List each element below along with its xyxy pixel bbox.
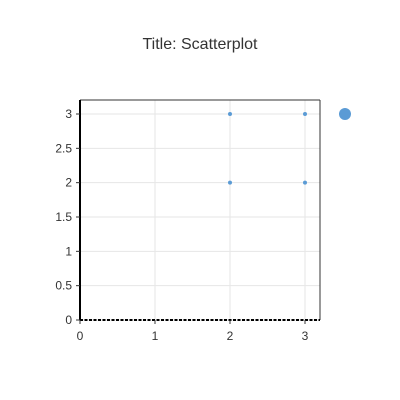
y-tick-label: 0 — [65, 313, 72, 327]
data-point[interactable] — [228, 180, 232, 185]
x-tick-label: 3 — [302, 329, 309, 343]
x-tick-label: 0 — [77, 329, 84, 343]
data-point[interactable] — [303, 180, 307, 185]
y-tick-label: 2 — [65, 176, 72, 190]
plot-area — [80, 100, 320, 320]
y-tick-label: 1 — [65, 244, 72, 258]
y-tick-label: 2.5 — [55, 141, 72, 155]
legend-marker — [339, 108, 351, 120]
x-tick-label: 2 — [227, 329, 234, 343]
data-point[interactable] — [228, 111, 232, 116]
chart-title: Title: Scatterplot — [142, 36, 258, 53]
x-tick-label: 1 — [152, 329, 159, 343]
data-point[interactable] — [303, 111, 307, 116]
y-tick-label: 0.5 — [55, 279, 72, 293]
y-tick-label: 1.5 — [55, 210, 72, 224]
y-tick-label: 3 — [65, 107, 72, 121]
